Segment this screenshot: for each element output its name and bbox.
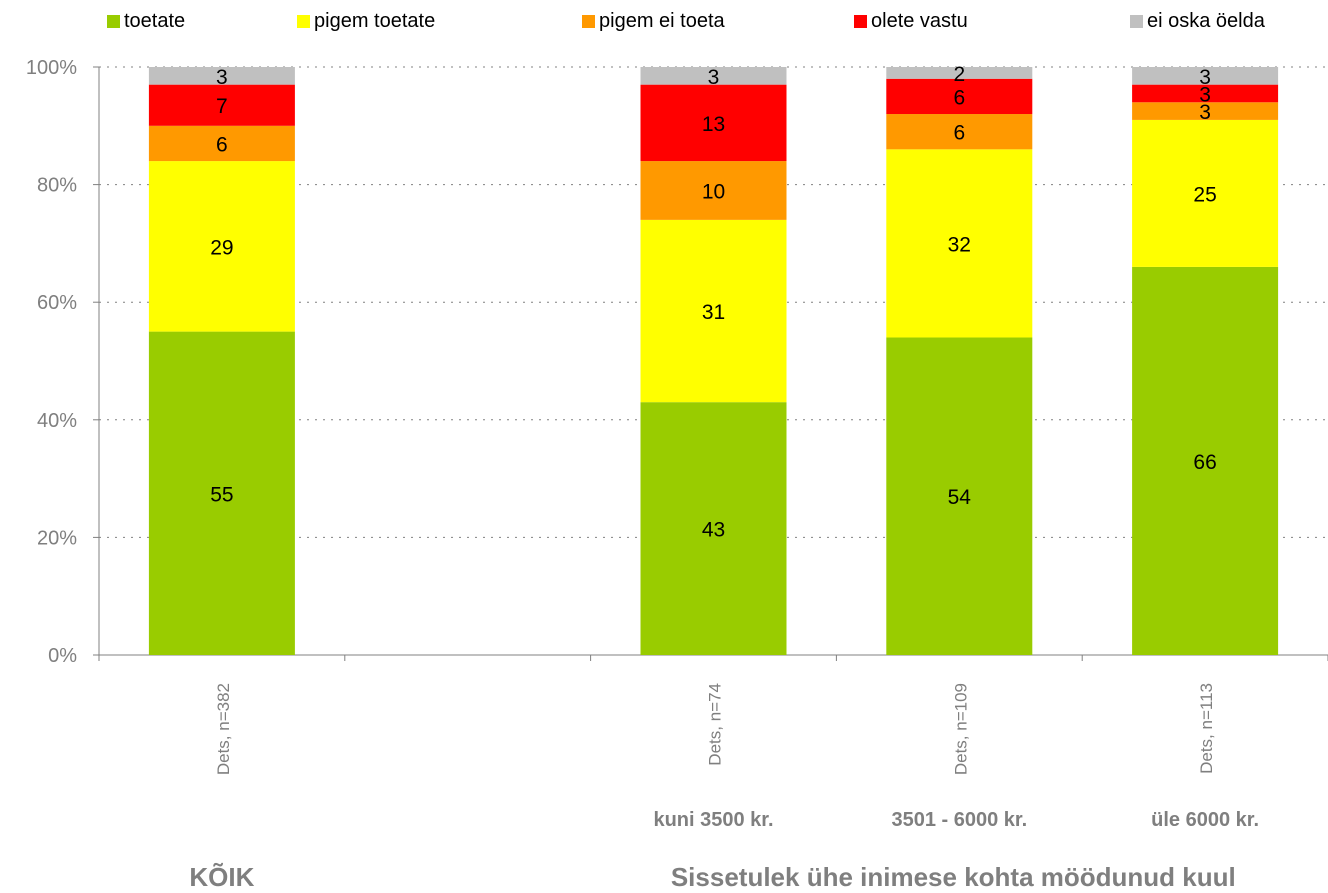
legend-item: toetate (107, 10, 185, 33)
bar-segment (148, 84, 295, 126)
y-tick-label: 80% (37, 175, 77, 197)
group-label: kuni 3500 kr. (653, 809, 773, 831)
bar-segment (886, 78, 1033, 115)
data-label: 55 (210, 483, 233, 506)
bar-segment (148, 67, 295, 85)
data-label: 66 (1193, 451, 1216, 474)
data-label: 54 (948, 486, 972, 509)
legend-swatch (297, 15, 310, 28)
data-label: 10 (702, 180, 725, 203)
data-label: 31 (702, 301, 725, 324)
bar-segment (1132, 67, 1279, 85)
bar-segment (886, 149, 1033, 338)
data-label: 3 (216, 66, 228, 89)
data-label: 3 (1199, 83, 1211, 106)
bar-segment (148, 331, 295, 655)
group-label: üle 6000 kr. (1151, 809, 1259, 831)
bar-segment (148, 125, 295, 162)
data-label: 6 (216, 133, 228, 156)
data-label: 6 (953, 86, 965, 109)
data-label: 6 (953, 122, 965, 145)
bar-segment (640, 67, 787, 85)
bar-segment (640, 161, 787, 220)
bar-segment (886, 67, 1033, 79)
data-label: 7 (216, 95, 228, 118)
legend-item: pigem ei toeta (582, 10, 725, 33)
y-tick-label: 60% (37, 292, 77, 314)
legend-label: pigem ei toeta (599, 10, 725, 32)
bar-segment (640, 402, 787, 655)
legend-item: ei oska öelda (1130, 10, 1265, 33)
x-category-label: Dets, n=109 (951, 683, 970, 775)
x-category-label: Dets, n=382 (214, 683, 233, 775)
data-label: 43 (702, 519, 725, 542)
data-label: 3 (1199, 101, 1211, 124)
data-label: 3 (708, 66, 720, 89)
bar-segment (640, 84, 787, 162)
bar-segment (1132, 119, 1279, 267)
legend-item: olete vastu (854, 10, 968, 33)
group-label: 3501 - 6000 kr. (891, 809, 1027, 831)
legend-swatch (854, 15, 867, 28)
y-tick-label: 0% (48, 645, 77, 667)
legend-swatch (582, 15, 595, 28)
bar-segment (640, 219, 787, 403)
legend-swatch (107, 15, 120, 28)
section-label: Sissetulek ühe inimese kohta möödunud ku… (671, 862, 1236, 892)
x-category-label: Dets, n=74 (706, 683, 725, 766)
legend: toetate pigem toetate pigem ei toeta olete … (0, 4, 1328, 36)
y-tick-label: 20% (37, 527, 77, 549)
bar-segment (1132, 266, 1279, 655)
data-label: 13 (702, 113, 725, 136)
bar-segment (886, 114, 1033, 150)
legend-swatch (1130, 15, 1143, 28)
bar-segment (1132, 84, 1279, 103)
section-label: KÕIK (189, 862, 254, 892)
data-label: 29 (210, 236, 233, 259)
bar-segment (886, 337, 1033, 655)
legend-label: toetate (124, 10, 186, 32)
legend-item: pigem toetate (297, 10, 435, 33)
legend-label: olete vastu (871, 10, 968, 32)
y-tick-label: 40% (37, 410, 77, 432)
x-category-label: Dets, n=113 (1197, 683, 1216, 774)
legend-label: ei oska öelda (1147, 10, 1265, 32)
data-label: 32 (948, 233, 971, 256)
data-label: 3 (1199, 66, 1211, 89)
data-label: 25 (1193, 183, 1216, 206)
data-label: 2 (953, 63, 965, 86)
bar-segment (148, 161, 295, 332)
bar-segment (1132, 102, 1279, 120)
legend-label: pigem toetate (314, 10, 436, 32)
y-tick-label: 100% (26, 57, 77, 79)
